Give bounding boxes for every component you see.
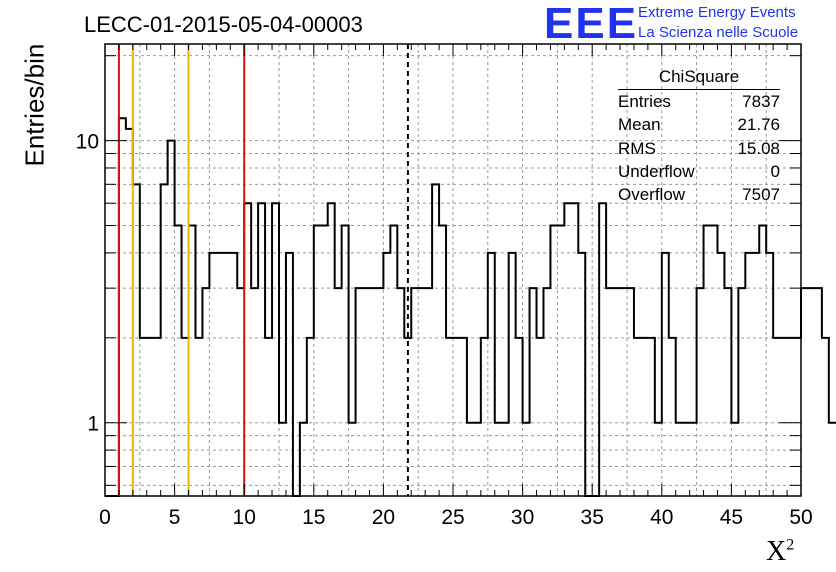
x-tick-label: 10	[233, 506, 256, 529]
x-tick-label: 5	[169, 506, 181, 529]
x-tick-label: 30	[511, 506, 534, 529]
y-tick-label: 10	[76, 131, 99, 154]
y-axis-label: Entries/bin	[19, 43, 50, 167]
stats-box: ChiSquare Entries 7837 Mean 21.76 RMS 15.08…	[612, 67, 780, 206]
chart-title: LECC-01-2015-05-04-00003	[84, 12, 363, 37]
x-axis-label: X2	[766, 536, 795, 567]
x-tick-label: 50	[789, 506, 812, 529]
stats-row-rms: RMS 15.08	[618, 138, 780, 158]
stats-row-underflow: Underflow 0	[618, 161, 780, 181]
stats-title: ChiSquare	[618, 67, 780, 90]
logo-line-2: La Scienza nelle Scuole	[638, 24, 799, 41]
y-tick-label: 1	[87, 413, 99, 436]
x-tick-label: 15	[302, 506, 325, 529]
stats-row-overflow: Overflow 7507	[618, 185, 780, 205]
stats-row-mean: Mean 21.76	[618, 115, 780, 135]
x-tick-label: 25	[441, 506, 464, 529]
x-tick-label: 45	[720, 506, 743, 529]
x-tick-label: 20	[372, 506, 395, 529]
histogram-series	[105, 117, 836, 497]
x-tick-label: 35	[581, 506, 604, 529]
stats-row-entries: Entries 7837	[618, 92, 780, 111]
logo-line-1: Extreme Energy Events	[638, 4, 796, 21]
x-tick-label: 40	[650, 506, 673, 529]
eee-logo: EEE	[544, 0, 639, 48]
x-tick-label: 0	[99, 506, 111, 529]
